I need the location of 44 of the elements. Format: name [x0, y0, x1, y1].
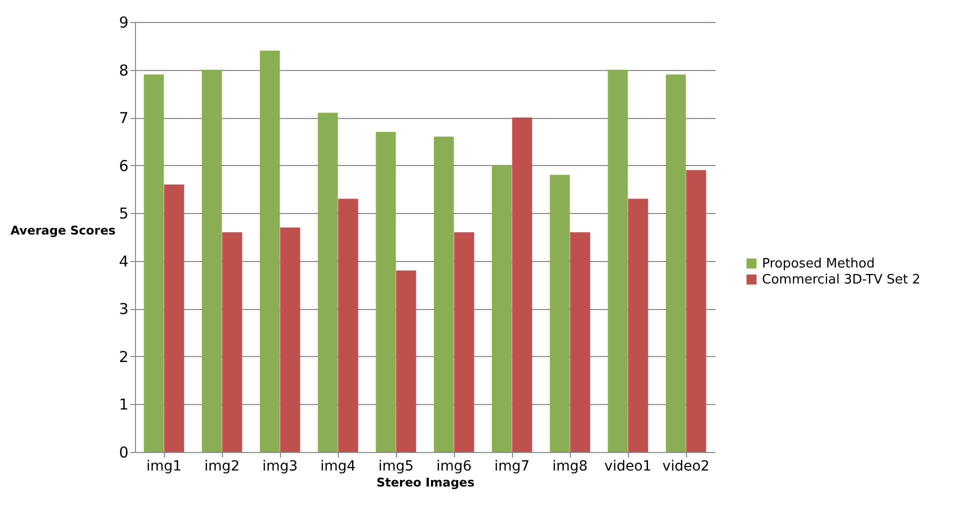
- x-tick-label: video2: [662, 458, 710, 474]
- y-tick-label: 5: [118, 204, 128, 223]
- bar: [666, 74, 686, 452]
- bar: [608, 70, 628, 452]
- legend-label: Commercial 3D-TV Set 2: [762, 272, 920, 288]
- bar: [338, 198, 358, 452]
- bar: [570, 232, 590, 452]
- bar: [686, 170, 706, 452]
- x-axis-title: Stereo Images: [376, 476, 474, 490]
- x-tick-label: video1: [604, 458, 652, 474]
- bar: [222, 232, 242, 452]
- bar: [434, 136, 454, 452]
- x-tick-label: img6: [436, 458, 472, 474]
- x-tick-label: img5: [378, 458, 414, 474]
- y-tick-label: 6: [118, 156, 128, 175]
- bar: [512, 118, 532, 452]
- bar: [144, 74, 164, 452]
- y-tick-label: 7: [118, 109, 128, 128]
- bar: [454, 232, 474, 452]
- y-tick-label: 4: [118, 252, 128, 270]
- x-tick-label: img7: [494, 458, 530, 474]
- y-tick-label: 1: [118, 396, 128, 414]
- x-tick-label: img8: [552, 458, 588, 474]
- bar: [376, 132, 396, 452]
- x-tick-label: img2: [204, 458, 240, 474]
- y-tick-label: 0: [118, 444, 128, 462]
- x-tick-label: img3: [262, 458, 298, 474]
- bar: [550, 174, 570, 452]
- y-tick-label: 8: [118, 61, 128, 80]
- y-axis-title: Average Scores: [10, 224, 116, 238]
- bar: [492, 165, 512, 452]
- y-tick-label: 9: [118, 14, 128, 32]
- x-tick-label: img1: [146, 458, 182, 474]
- bar: [260, 50, 280, 452]
- legend-label: Proposed Method: [762, 256, 875, 272]
- y-tick-label: 2: [118, 348, 128, 366]
- bar: [164, 184, 184, 452]
- y-tick-label: 3: [118, 300, 128, 318]
- bar: [318, 112, 338, 452]
- bar: [628, 198, 648, 452]
- bar: [396, 270, 416, 452]
- bar: [280, 227, 300, 452]
- x-tick-label: img4: [320, 458, 356, 474]
- bar: [202, 70, 222, 452]
